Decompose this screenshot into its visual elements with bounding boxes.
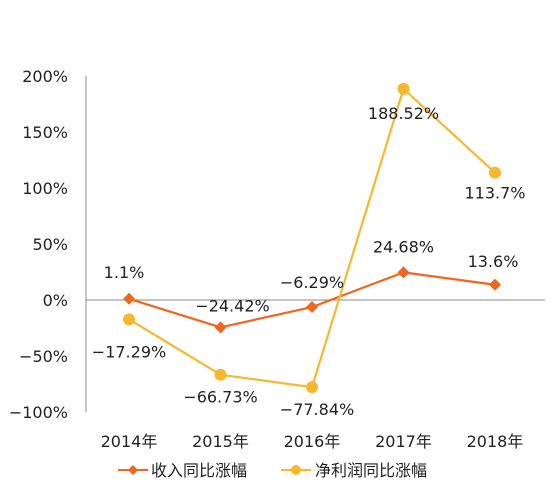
data-point [306, 381, 318, 394]
y-tick-label: 50% [32, 235, 68, 254]
data-label: 13.6% [468, 252, 519, 271]
data-point [123, 313, 135, 326]
y-tick-label: 0% [43, 291, 68, 310]
y-tick-label: −50% [19, 347, 68, 366]
data-label: −17.29% [92, 342, 166, 361]
data-label: 188.52% [368, 104, 439, 123]
x-tick-label: 2014年 [101, 432, 158, 451]
legend-marker [128, 465, 138, 475]
data-label: −77.84% [280, 400, 354, 419]
legend: 收入同比涨幅 净利润同比涨幅 [118, 461, 427, 480]
data-labels: 1.1% −24.42% −6.29% 24.68% 13.6% −17.29% −66.7… [92, 104, 526, 419]
x-tick-label: 2016年 [284, 432, 341, 451]
y-tick-label: 200% [22, 67, 68, 86]
series-line-1 [128, 87, 496, 389]
legend-marker [291, 465, 301, 475]
x-tick-label: 2018年 [467, 432, 524, 451]
data-point [306, 301, 318, 314]
data-label: −6.29% [280, 273, 344, 292]
series-layer [123, 82, 501, 394]
data-label: −24.42% [195, 296, 269, 315]
y-tick-label: 150% [22, 123, 68, 142]
x-tick-label: 2017年 [375, 432, 432, 451]
data-point [489, 166, 501, 179]
data-label: 1.1% [104, 263, 145, 282]
data-point [397, 82, 410, 95]
data-point [489, 278, 501, 291]
axes: 200% 150% 100% 50% 0% −50% −100% 2014年 2015年 2016… [9, 67, 545, 451]
legend-label: 净利润同比涨幅 [315, 461, 427, 480]
data-label: −66.73% [183, 388, 257, 407]
data-point [123, 292, 135, 305]
data-label: 24.68% [373, 237, 434, 256]
y-tick-label: −100% [9, 403, 68, 422]
data-label: 113.7% [464, 184, 525, 203]
data-point [397, 266, 410, 279]
legend-label: 收入同比涨幅 [151, 461, 247, 480]
data-point [214, 321, 227, 334]
x-tick-label: 2015年 [192, 432, 249, 451]
data-point [214, 368, 227, 381]
y-tick-label: 100% [22, 179, 68, 198]
